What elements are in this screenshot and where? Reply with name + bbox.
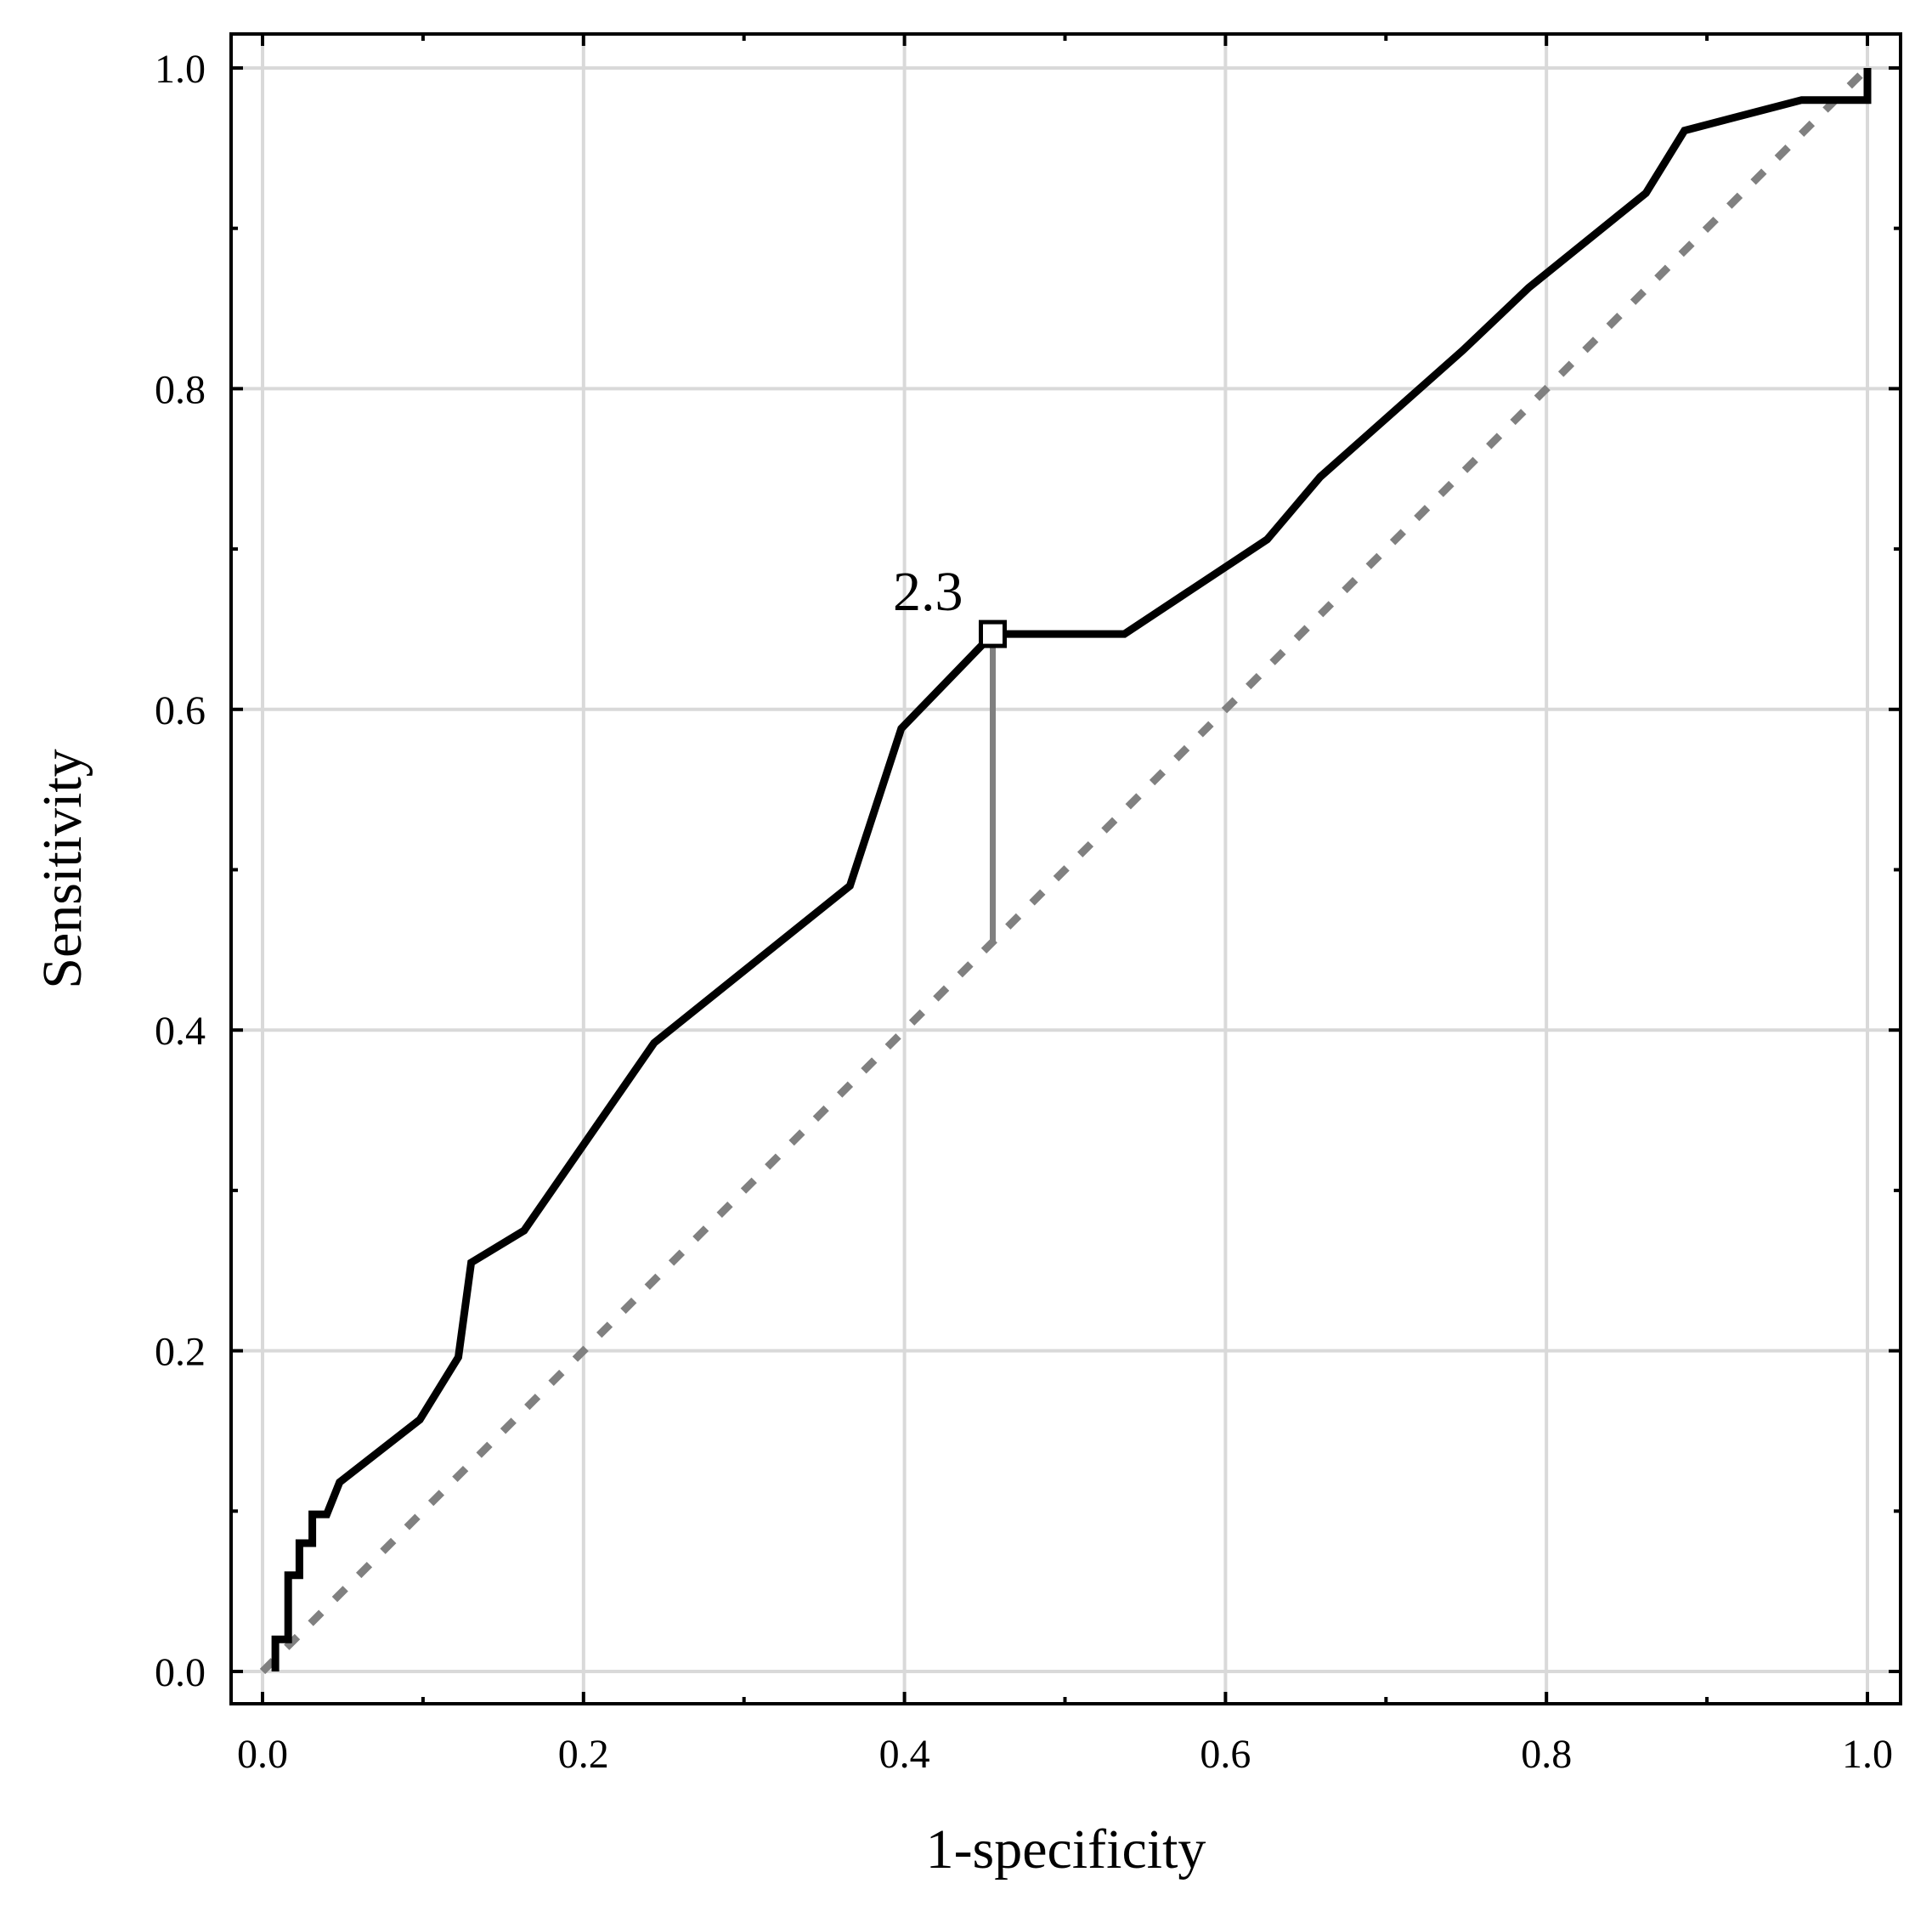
- grid: [231, 34, 1901, 1704]
- reference-diagonal: [259, 65, 1871, 1675]
- y-tick-labels: 0.0 0.2 0.4 0.6 0.8 1.0: [155, 47, 206, 1695]
- y-tick-label-0: 0.0: [155, 1650, 206, 1695]
- roc-curve: [271, 68, 1872, 1671]
- x-axis-title: 1-specificity: [926, 1818, 1206, 1881]
- y-axis-title: Sensitivity: [31, 749, 93, 988]
- y-tick-label-1: 0.2: [155, 1330, 206, 1375]
- y-tick-label-3: 0.6: [155, 688, 206, 733]
- y-tick-label-5: 1.0: [155, 47, 206, 92]
- x-tick-label-0: 0.0: [237, 1732, 288, 1777]
- x-tick-label-2: 0.4: [879, 1732, 930, 1777]
- x-tick-labels: 0.0 0.2 0.4 0.6 0.8 1.0: [237, 1732, 1893, 1777]
- annotations: 2.3: [893, 561, 1007, 942]
- x-tick-label-3: 0.6: [1200, 1732, 1251, 1777]
- roc-series: [271, 68, 1872, 1671]
- cutoff-label: 2.3: [893, 561, 963, 623]
- x-tick-label-1: 0.2: [558, 1732, 609, 1777]
- x-tick-label-4: 0.8: [1521, 1732, 1572, 1777]
- y-tick-label-2: 0.4: [155, 1009, 206, 1054]
- axis-ticks: [231, 34, 1901, 1704]
- y-tick-label-4: 0.8: [155, 367, 206, 412]
- x-tick-label-5: 1.0: [1842, 1732, 1893, 1777]
- cutoff-marker: [978, 619, 1007, 648]
- reference-line: [259, 65, 1871, 1675]
